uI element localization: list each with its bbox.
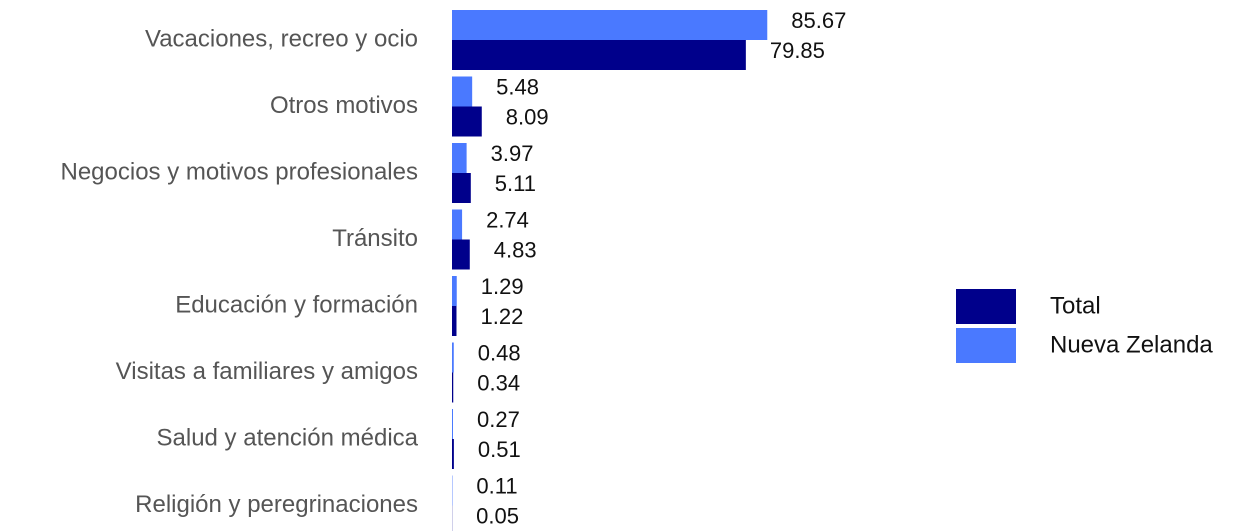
bar xyxy=(452,342,454,373)
category-label: Vacaciones, recreo y ocio xyxy=(145,25,418,52)
value-label: 3.97 xyxy=(491,141,534,166)
value-label: 79.85 xyxy=(770,38,825,63)
value-label: 5.11 xyxy=(495,171,536,196)
value-label: 4.83 xyxy=(494,237,537,262)
category-label: Visitas a familiares y amigos xyxy=(116,358,418,385)
legend-swatch xyxy=(956,328,1016,363)
legend-swatch xyxy=(956,289,1016,324)
value-label: 2.74 xyxy=(486,207,529,232)
value-label: 0.48 xyxy=(478,340,521,365)
legend-label: Total xyxy=(1050,292,1101,319)
value-label: 1.22 xyxy=(480,304,523,329)
value-label: 0.11 xyxy=(476,473,517,498)
bar xyxy=(452,173,471,203)
value-label: 0.27 xyxy=(477,407,520,432)
value-label: 8.09 xyxy=(506,104,549,129)
value-label: 5.48 xyxy=(496,74,539,99)
value-label: 1.29 xyxy=(481,274,524,299)
bar xyxy=(452,239,470,270)
category-label: Negocios y motivos profesionales xyxy=(60,158,418,185)
bar xyxy=(452,209,463,240)
value-label: 85.67 xyxy=(791,8,846,33)
legend-label: Nueva Zelanda xyxy=(1050,331,1213,358)
bar xyxy=(452,306,457,336)
value-label: 0.05 xyxy=(476,503,519,528)
bar xyxy=(452,106,482,137)
bar xyxy=(452,372,454,403)
value-label: 0.34 xyxy=(477,370,520,395)
category-label: Otros motivos xyxy=(270,92,418,119)
bar xyxy=(452,409,453,439)
bar xyxy=(452,143,467,173)
bar xyxy=(452,76,473,107)
category-label: Educación y formación xyxy=(175,291,418,318)
bar xyxy=(452,276,457,306)
value-label: 0.51 xyxy=(478,437,521,462)
category-label: Religión y peregrinaciones xyxy=(135,491,418,518)
bar xyxy=(452,40,746,70)
bar xyxy=(452,439,454,469)
category-label: Tránsito xyxy=(332,225,418,252)
category-label: Salud y atención médica xyxy=(157,424,419,451)
bar xyxy=(452,10,768,40)
